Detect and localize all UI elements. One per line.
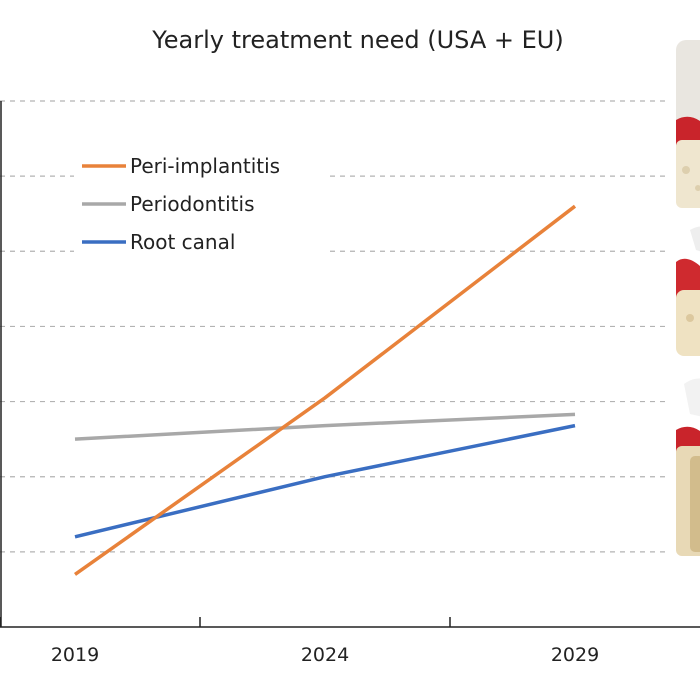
axes [0,101,700,628]
implant-tooth-illustration [676,40,700,208]
x-tick-labels: 2019 2024 2029 [0,617,599,666]
chart-title: Yearly treatment need (USA + EU) [151,26,563,54]
series-lines [73,204,577,576]
legend-label: Periodontitis [130,192,255,216]
periodontitis-tooth-illustration [676,226,700,356]
x-tick-label: 2019 [51,644,99,666]
root-canal-tooth-illustration [676,378,700,556]
x-tick-label: 2024 [301,644,349,666]
series-line-peri-implantitis [73,204,577,576]
series-line-periodontitis [74,412,576,441]
dental-illustrations [676,40,700,556]
gridlines [0,100,668,553]
x-tick-label: 2029 [551,644,599,666]
legend-label: Peri-implantitis [130,154,280,178]
legend: Peri-implantitis Periodontitis Root canal [74,146,330,266]
legend-label: Root canal [130,230,235,254]
